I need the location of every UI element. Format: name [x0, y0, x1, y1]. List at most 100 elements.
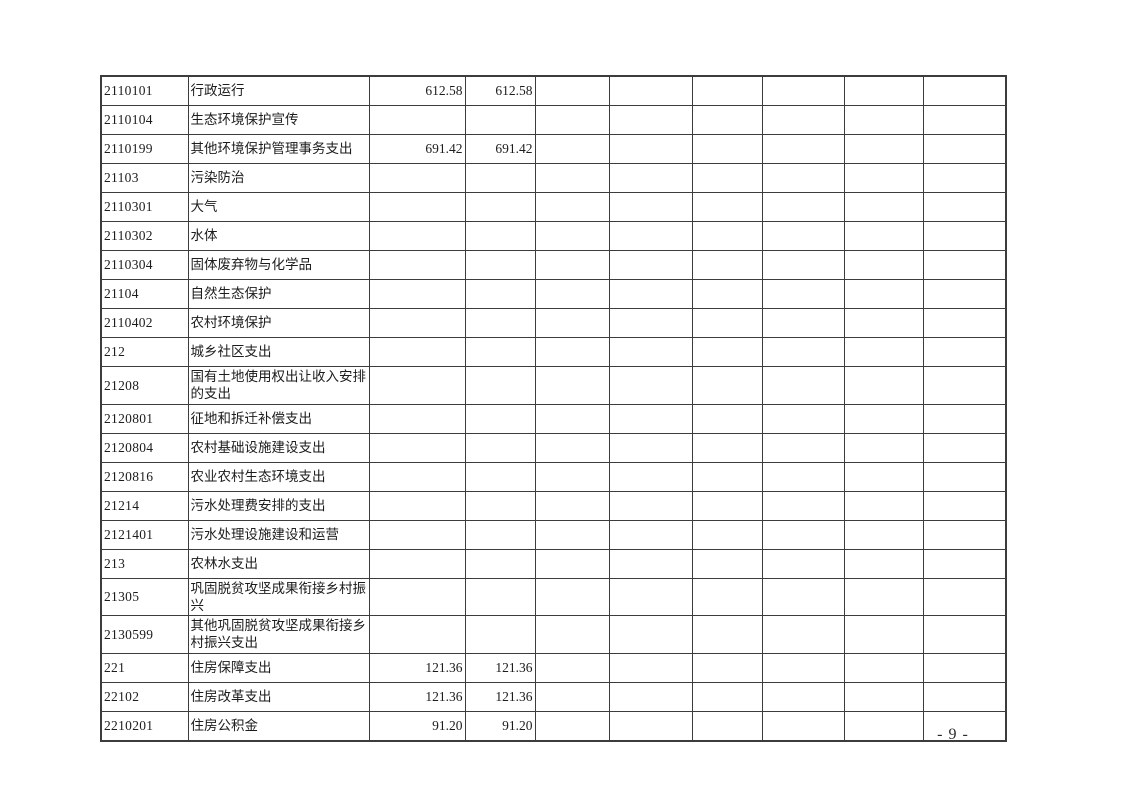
empty-cell [843, 681, 924, 712]
name-cell: 行政运行 [187, 75, 370, 106]
name-cell: 国有土地使用权出让收入安排的支出 [187, 366, 370, 405]
code-cell: 2110302 [100, 221, 189, 251]
empty-cell [761, 548, 845, 579]
empty-cell [843, 615, 924, 654]
empty-cell [843, 490, 924, 521]
empty-cell [761, 432, 845, 463]
empty-cell [691, 221, 763, 251]
code-cell: 2130599 [100, 615, 189, 654]
empty-cell [922, 681, 1007, 712]
code-cell: 221 [100, 652, 189, 683]
empty-cell [691, 279, 763, 309]
empty-cell [761, 366, 845, 405]
empty-cell [691, 250, 763, 280]
empty-cell [843, 221, 924, 251]
table-row: 21103 污染防治 [100, 163, 1007, 193]
empty-cell [761, 681, 845, 712]
name-cell: 其他环境保护管理事务支出 [187, 134, 370, 164]
empty-cell [922, 221, 1007, 251]
amount-cell-2 [464, 403, 536, 434]
amount-cell-2 [464, 519, 536, 550]
amount-cell-2 [464, 615, 536, 654]
name-cell: 污水处理设施建设和运营 [187, 519, 370, 550]
empty-cell [691, 163, 763, 193]
empty-cell [761, 105, 845, 135]
amount-cell-1: 91.20 [368, 710, 466, 742]
empty-cell [534, 279, 610, 309]
amount-cell-2 [464, 432, 536, 463]
empty-cell [534, 432, 610, 463]
empty-cell [534, 308, 610, 338]
table-row: 21214 污水处理费安排的支出 [100, 490, 1007, 521]
empty-cell [534, 403, 610, 434]
empty-cell [534, 577, 610, 617]
code-cell: 21214 [100, 490, 189, 521]
budget-table: 2110101 行政运行 612.58 612.58 2110104 生态环境保护宣传 21… [100, 75, 1007, 742]
name-cell: 征地和拆迁补偿支出 [187, 403, 370, 434]
amount-cell-1 [368, 221, 466, 251]
empty-cell [691, 432, 763, 463]
empty-cell [608, 548, 693, 579]
empty-cell [608, 615, 693, 654]
empty-cell [608, 192, 693, 222]
empty-cell [534, 490, 610, 521]
amount-cell-2 [464, 250, 536, 280]
code-cell: 22102 [100, 681, 189, 712]
empty-cell [843, 366, 924, 405]
amount-cell-2 [464, 548, 536, 579]
amount-cell-2 [464, 308, 536, 338]
amount-cell-1 [368, 308, 466, 338]
empty-cell [922, 490, 1007, 521]
amount-cell-2 [464, 279, 536, 309]
name-cell: 农村基础设施建设支出 [187, 432, 370, 463]
empty-cell [608, 366, 693, 405]
amount-cell-1 [368, 105, 466, 135]
empty-cell [843, 279, 924, 309]
empty-cell [922, 337, 1007, 367]
amount-cell-2 [464, 337, 536, 367]
empty-cell [761, 192, 845, 222]
empty-cell [761, 490, 845, 521]
amount-cell-1: 691.42 [368, 134, 466, 164]
empty-cell [843, 710, 924, 742]
code-cell: 21208 [100, 366, 189, 405]
code-cell: 21103 [100, 163, 189, 193]
empty-cell [761, 75, 845, 106]
empty-cell [922, 652, 1007, 683]
name-cell: 自然生态保护 [187, 279, 370, 309]
empty-cell [691, 105, 763, 135]
empty-cell [608, 105, 693, 135]
empty-cell [843, 577, 924, 617]
empty-cell [922, 75, 1007, 106]
name-cell: 城乡社区支出 [187, 337, 370, 367]
amount-cell-2: 612.58 [464, 75, 536, 106]
name-cell: 大气 [187, 192, 370, 222]
empty-cell [534, 163, 610, 193]
code-cell: 2120801 [100, 403, 189, 434]
empty-cell [691, 308, 763, 338]
empty-cell [761, 652, 845, 683]
empty-cell [843, 134, 924, 164]
empty-cell [608, 403, 693, 434]
empty-cell [534, 192, 610, 222]
empty-cell [691, 134, 763, 164]
name-cell: 污水处理费安排的支出 [187, 490, 370, 521]
empty-cell [761, 403, 845, 434]
empty-cell [761, 279, 845, 309]
empty-cell [608, 432, 693, 463]
empty-cell [761, 461, 845, 492]
budget-table-body: 2110101 行政运行 612.58 612.58 2110104 生态环境保护宣传 21… [100, 75, 1007, 742]
empty-cell [534, 221, 610, 251]
code-cell: 2120804 [100, 432, 189, 463]
amount-cell-2: 121.36 [464, 652, 536, 683]
empty-cell [691, 681, 763, 712]
amount-cell-1 [368, 519, 466, 550]
empty-cell [534, 615, 610, 654]
empty-cell [691, 403, 763, 434]
empty-cell [761, 308, 845, 338]
empty-cell [608, 577, 693, 617]
empty-cell [843, 548, 924, 579]
empty-cell [608, 519, 693, 550]
empty-cell [608, 308, 693, 338]
empty-cell [922, 192, 1007, 222]
